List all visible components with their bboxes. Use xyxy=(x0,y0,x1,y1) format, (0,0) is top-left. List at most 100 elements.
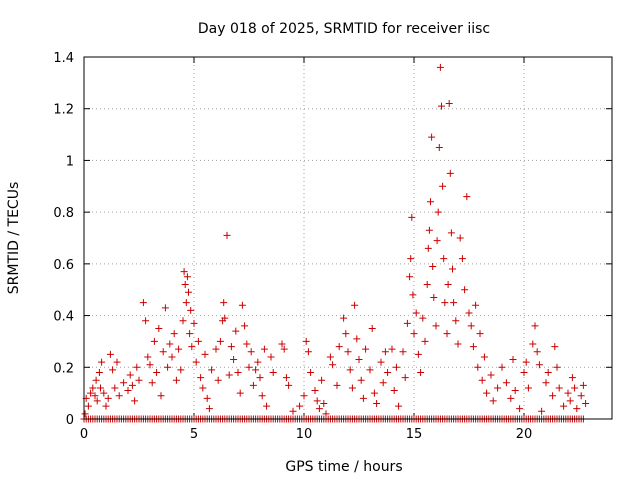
data-point xyxy=(186,330,194,338)
data-point xyxy=(392,363,400,371)
data-point xyxy=(223,231,231,239)
data-point xyxy=(161,304,169,312)
data-point xyxy=(216,337,224,345)
data-point xyxy=(445,100,453,108)
data-point xyxy=(443,330,451,338)
data-point xyxy=(100,389,108,397)
data-point xyxy=(456,234,464,242)
data-point xyxy=(427,198,434,206)
data-point xyxy=(187,306,195,314)
data-point xyxy=(544,368,552,376)
data-point xyxy=(450,299,458,307)
data-point xyxy=(93,397,101,405)
x-tick-label: 15 xyxy=(406,427,423,442)
data-point xyxy=(579,381,587,389)
data-point xyxy=(368,325,376,332)
data-point xyxy=(214,376,222,384)
data-point xyxy=(412,309,420,317)
data-point xyxy=(212,345,220,353)
data-point xyxy=(454,340,462,348)
data-point xyxy=(553,363,561,371)
data-point xyxy=(92,376,100,384)
x-tick-label: 0 xyxy=(80,427,88,442)
plot-frame xyxy=(83,56,613,420)
data-point xyxy=(329,361,337,369)
data-point xyxy=(366,366,374,374)
y-tick-label: 0.2 xyxy=(53,361,74,376)
data-point xyxy=(142,317,150,325)
data-point xyxy=(582,399,590,407)
data-point xyxy=(263,402,271,410)
data-point xyxy=(494,384,502,392)
data-point xyxy=(520,368,528,376)
y-axis-label: SRMTID / TECUs xyxy=(6,182,22,295)
data-point xyxy=(150,337,158,345)
data-point xyxy=(388,345,396,353)
data-point xyxy=(549,392,557,400)
data-point xyxy=(568,374,576,382)
data-point xyxy=(555,384,563,392)
data-point xyxy=(199,384,207,392)
data-point xyxy=(564,389,572,397)
data-point xyxy=(177,366,185,374)
x-tick-label: 5 xyxy=(190,427,198,442)
y-tick-label: 1 xyxy=(66,154,74,169)
data-point xyxy=(155,325,163,332)
data-point xyxy=(531,322,539,330)
data-point xyxy=(542,379,550,387)
data-point xyxy=(95,368,103,376)
data-point xyxy=(180,268,188,276)
data-point xyxy=(417,368,425,376)
data-point xyxy=(188,343,196,351)
data-point xyxy=(379,379,387,387)
data-point xyxy=(399,348,407,356)
data-point xyxy=(238,301,246,309)
data-point xyxy=(577,392,585,400)
data-point xyxy=(97,384,104,392)
data-point xyxy=(159,348,167,356)
data-point xyxy=(300,392,308,400)
data-point xyxy=(551,343,559,351)
data-point xyxy=(84,402,92,410)
data-point xyxy=(474,363,482,371)
data-point xyxy=(430,293,438,301)
data-point xyxy=(249,381,257,389)
data-point xyxy=(573,405,581,413)
data-point xyxy=(423,281,431,289)
data-point xyxy=(296,402,304,410)
data-point xyxy=(192,358,200,366)
data-point xyxy=(458,255,466,263)
data-point xyxy=(170,330,178,338)
data-point xyxy=(126,371,134,379)
data-point xyxy=(256,374,264,382)
data-point xyxy=(408,213,416,221)
data-point xyxy=(139,299,147,307)
data-point xyxy=(144,353,152,361)
data-point xyxy=(104,394,112,402)
data-point xyxy=(560,402,568,410)
data-point xyxy=(304,348,312,356)
y-tick-label: 0.8 xyxy=(53,206,74,221)
data-point xyxy=(148,379,156,387)
data-point xyxy=(407,255,415,263)
data-point xyxy=(230,356,238,364)
data-point xyxy=(201,350,209,358)
data-point xyxy=(225,371,233,379)
data-point xyxy=(128,381,136,389)
data-point xyxy=(419,314,427,322)
data-point xyxy=(197,374,205,382)
data-point xyxy=(333,381,341,389)
data-point xyxy=(302,337,310,345)
data-point xyxy=(315,405,323,413)
data-point xyxy=(245,363,253,371)
data-point xyxy=(511,387,519,395)
data-point xyxy=(168,353,176,361)
data-point xyxy=(469,343,477,351)
data-point xyxy=(252,366,260,374)
data-point xyxy=(438,102,445,110)
data-point xyxy=(221,314,229,322)
data-point xyxy=(269,368,277,376)
data-point xyxy=(463,193,471,201)
data-point xyxy=(359,394,367,402)
